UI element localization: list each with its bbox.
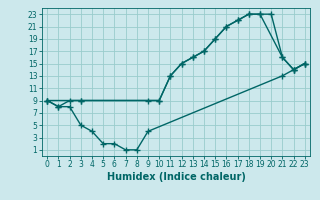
X-axis label: Humidex (Indice chaleur): Humidex (Indice chaleur) <box>107 172 245 182</box>
